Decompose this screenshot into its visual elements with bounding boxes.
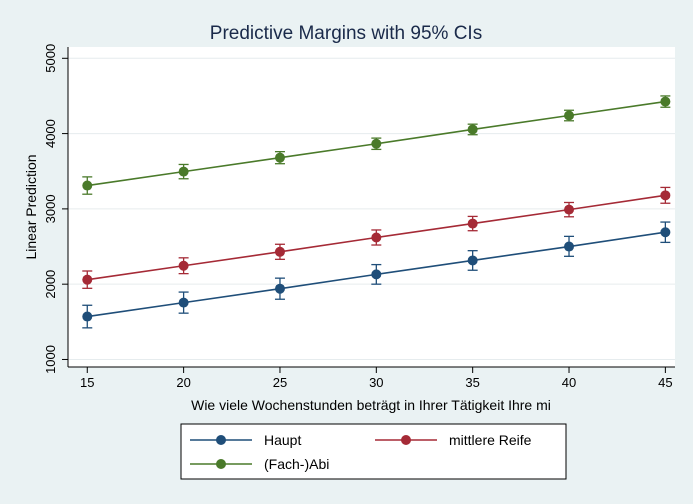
legend-item: (Fach-)Abi — [190, 456, 329, 472]
x-tick-label: 15 — [80, 375, 94, 390]
y-tick-label: 3000 — [43, 194, 58, 223]
y-tick-label: 1000 — [43, 345, 58, 374]
data-point — [467, 124, 478, 135]
data-point — [371, 232, 382, 243]
x-tick-label: 30 — [369, 375, 383, 390]
x-tick-label: 25 — [273, 375, 287, 390]
series-group — [82, 186, 671, 289]
data-point — [274, 246, 285, 257]
data-point — [564, 110, 575, 121]
data-point — [371, 269, 382, 280]
legend-marker — [216, 459, 226, 469]
data-point — [564, 241, 575, 252]
x-axis-ticks: 15 20 25 30 35 40 45 — [80, 367, 673, 390]
series-group — [82, 221, 671, 329]
legend-box — [180, 423, 567, 480]
data-point — [82, 274, 93, 285]
data-point — [564, 204, 575, 215]
series-group — [82, 95, 671, 195]
y-tick-label: 4000 — [43, 119, 58, 148]
data-point — [178, 166, 189, 177]
chart-title: Predictive Margins with 95% CIs — [210, 23, 482, 44]
legend-marker — [401, 435, 411, 445]
legend: Haupt mittlere Reife (Fach-)Abi — [190, 432, 532, 472]
data-point — [660, 227, 671, 238]
data-point — [274, 283, 285, 294]
y-axis-ticks: 1000 2000 3000 4000 5000 — [43, 44, 68, 374]
y-tick-label: 2000 — [43, 270, 58, 299]
legend-item: mittlere Reife — [375, 432, 532, 448]
legend-label: mittlere Reife — [449, 432, 532, 448]
data-point — [371, 138, 382, 149]
data-point — [82, 180, 93, 191]
x-tick-label: 45 — [658, 375, 672, 390]
data-point — [178, 297, 189, 308]
legend-marker — [216, 435, 226, 445]
x-tick-label: 35 — [465, 375, 479, 390]
data-point — [467, 218, 478, 229]
plot-area — [68, 47, 675, 367]
series-layer — [82, 95, 671, 329]
legend-label: Haupt — [264, 432, 301, 448]
data-point — [82, 311, 93, 322]
x-tick-label: 20 — [176, 375, 190, 390]
data-point — [467, 255, 478, 266]
y-tick-label: 5000 — [43, 44, 58, 73]
data-point — [660, 190, 671, 201]
legend-item: Haupt — [190, 432, 301, 448]
y-axis-title: Linear Prediction — [23, 154, 39, 259]
data-point — [274, 152, 285, 163]
x-tick-label: 40 — [562, 375, 576, 390]
legend-label: (Fach-)Abi — [264, 456, 329, 472]
x-axis-title: Wie viele Wochenstunden beträgt in Ihrer… — [191, 397, 551, 413]
data-point — [660, 96, 671, 107]
data-point — [178, 260, 189, 271]
